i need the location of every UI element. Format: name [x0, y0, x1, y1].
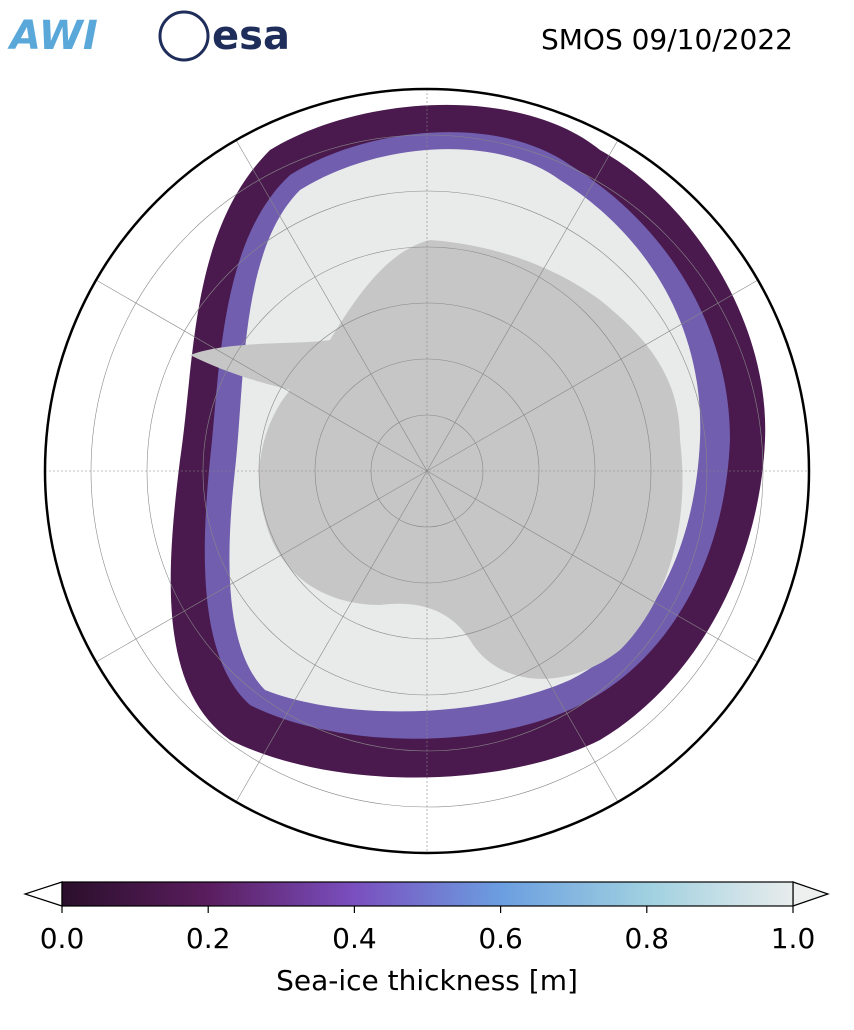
awi-logo: AWI [7, 13, 98, 59]
colorbar: 0.0 0.2 0.4 0.6 0.8 1.0 [23, 881, 830, 955]
colorbar-tick-label: 0.8 [625, 922, 670, 955]
colorbar-tick-label: 0.0 [40, 922, 85, 955]
graticule [45, 89, 809, 853]
colorbar-tick-label: 0.2 [186, 922, 231, 955]
colorbar-bar [61, 881, 794, 907]
colorbar-tick-label: 0.4 [332, 922, 377, 955]
esa-logo: esa [212, 13, 290, 59]
antarctica [190, 240, 683, 679]
title: SMOS 09/10/2022 [541, 23, 793, 56]
map [45, 89, 809, 853]
esa-logo-mark [158, 10, 210, 62]
colorbar-extend-max [792, 881, 830, 907]
colorbar-tick-label: 0.6 [478, 922, 523, 955]
colorbar-extend-min [23, 881, 63, 907]
colorbar-label: Sea-ice thickness [m] [276, 964, 578, 997]
colorbar-tick-label: 1.0 [771, 922, 816, 955]
map-frame [43, 87, 811, 855]
